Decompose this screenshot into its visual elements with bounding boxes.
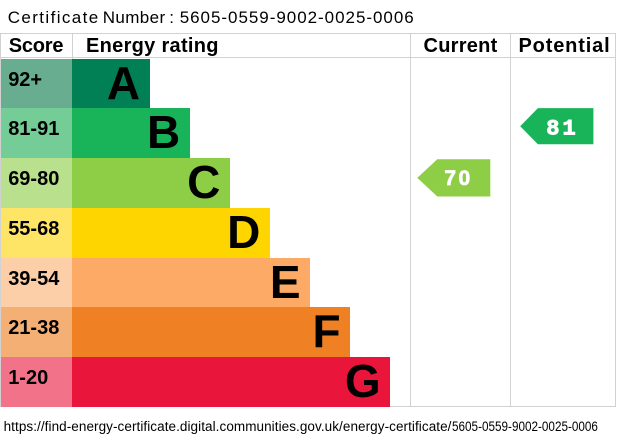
svg-text:81: 81 [546, 116, 578, 141]
svg-text:70: 70 [444, 167, 472, 190]
